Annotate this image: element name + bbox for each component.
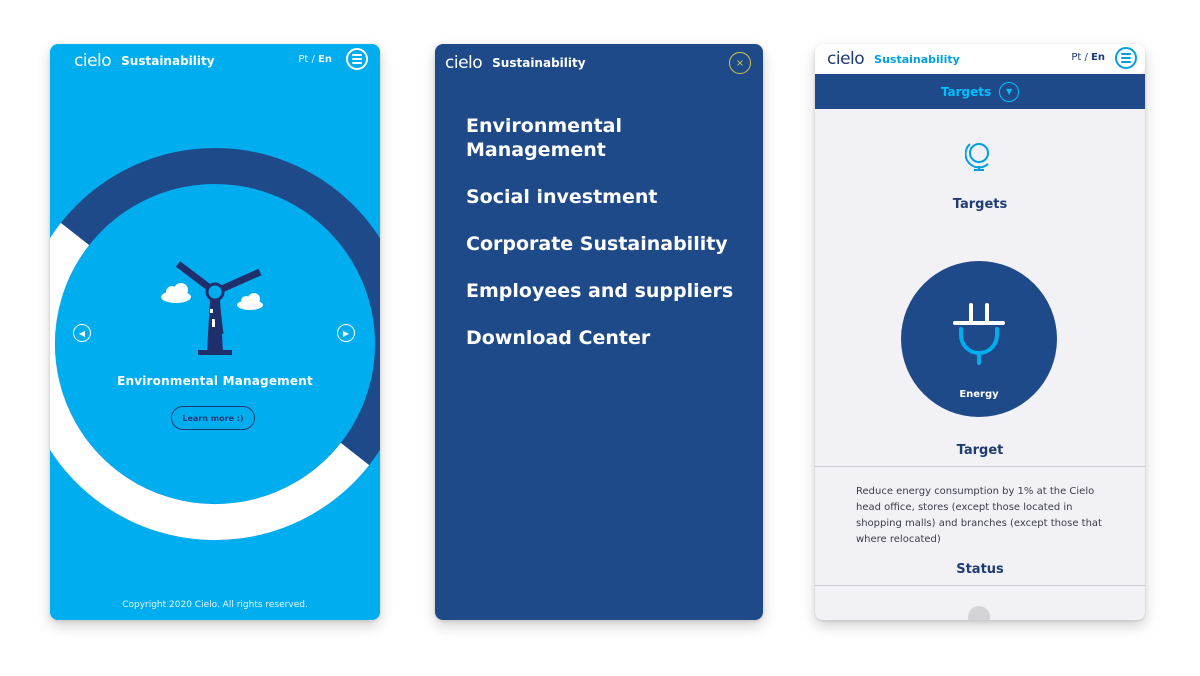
menu-item-environmental-management[interactable]: Environmental Management (466, 115, 622, 161)
header: cielo Sustainability (435, 44, 763, 82)
status-indicator (968, 606, 990, 620)
language-switcher: Pt / En (298, 54, 332, 65)
home-screen: cielo Sustainability Pt / En (50, 44, 380, 620)
lang-en-link[interactable]: En (318, 54, 332, 65)
cielo-logo[interactable]: cielo (445, 53, 483, 73)
hamburger-menu-button[interactable] (346, 48, 368, 70)
chevron-left-icon: ◀ (78, 328, 86, 338)
menu-item-download-center[interactable]: Download Center (466, 327, 651, 349)
brand-title: Sustainability (121, 54, 215, 68)
menu-item-corporate-sustainability[interactable]: Corporate Sustainability (466, 233, 728, 255)
energy-card[interactable]: Energy (901, 261, 1057, 417)
menu-bar (1121, 57, 1131, 59)
hamburger-menu-button[interactable] (1115, 47, 1137, 69)
energy-label: Energy (959, 389, 999, 400)
language-switcher: Pt / En (1071, 52, 1105, 63)
menu-item-social-investment[interactable]: Social investment (466, 186, 658, 208)
lang-separator: / (1081, 52, 1092, 63)
divider (815, 466, 1145, 467)
cloud-icon (237, 293, 263, 310)
section-title: Targets (952, 197, 1008, 212)
brand-title: Sustainability (874, 52, 960, 66)
ring-progress (50, 222, 370, 541)
cloud-icon (161, 283, 191, 303)
target-heading: Target (956, 443, 1004, 458)
menu-bar (1121, 61, 1131, 63)
menu-bar (1121, 53, 1131, 55)
cielo-logo[interactable]: cielo (827, 49, 865, 69)
next-slide-button[interactable]: ▶ (337, 324, 355, 342)
chevron-down-icon: ▼ (999, 81, 1020, 102)
lang-pt-link[interactable]: Pt (298, 54, 309, 65)
learn-more-button[interactable]: Learn more :) (171, 406, 255, 430)
header: cielo Sustainability (50, 44, 380, 78)
lang-en-link[interactable]: En (1091, 52, 1105, 63)
menu-item-employees-suppliers[interactable]: Employees and suppliers (466, 280, 734, 302)
lang-separator: / (308, 54, 319, 65)
cielo-logo[interactable]: cielo (74, 51, 112, 71)
status-heading: Status (956, 562, 1004, 577)
plug-icon (953, 303, 1005, 365)
menu-bar (352, 58, 362, 60)
chevron-right-icon: ▶ (342, 328, 350, 338)
targets-screen: cielo Sustainability Pt / En Targets ▼ T… (815, 44, 1145, 620)
slide-title: Environmental Management (117, 374, 313, 388)
menu-bar (352, 62, 362, 64)
section-dropdown[interactable]: Targets ▼ (815, 74, 1145, 109)
header: cielo Sustainability (815, 44, 1145, 74)
lang-pt-link[interactable]: Pt (1071, 52, 1082, 63)
close-icon: × (735, 57, 745, 69)
close-menu-button[interactable]: × (729, 52, 751, 74)
divider (815, 585, 1145, 586)
section-dropdown-label: Targets (940, 84, 992, 99)
progress-ring (50, 148, 380, 541)
copyright-text: Copyright 2020 Cielo. All rights reserve… (122, 600, 308, 610)
menu-bar (352, 54, 362, 56)
target-description: Reduce energy consumption by 1% at the C… (856, 486, 1102, 545)
wind-turbine-icon (175, 261, 262, 355)
menu-screen: cielo Sustainability × Environmental Man… (435, 44, 763, 620)
header-background (815, 44, 1145, 74)
prev-slide-button[interactable]: ◀ (73, 324, 91, 342)
main-menu: Environmental Management Social investme… (466, 114, 741, 373)
brand-title: Sustainability (492, 56, 586, 70)
globe-icon (965, 143, 989, 171)
